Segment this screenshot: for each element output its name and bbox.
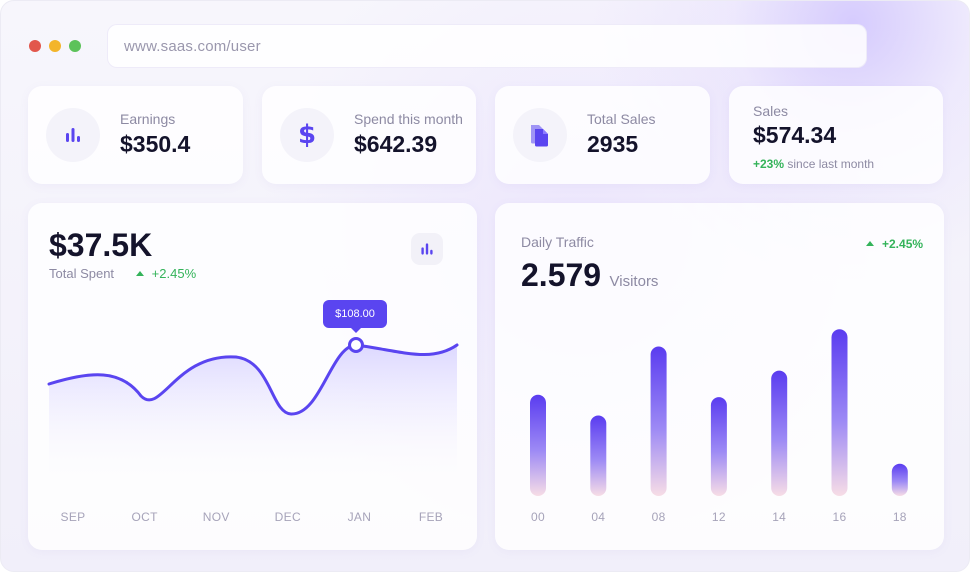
earnings-value: $350.4 (120, 131, 191, 157)
minimize-window-button[interactable] (49, 40, 61, 52)
daily-traffic-summary: 2.579 Visitors (521, 257, 658, 294)
bar-x-label-18: 18 (892, 510, 907, 524)
total-spent-label: Total Spent (49, 266, 115, 281)
bar-x-label-00: 00 (531, 510, 545, 524)
chart-tooltip: $108.00 (323, 300, 387, 333)
spend-icon-wrap: $ (280, 108, 334, 162)
chart-tooltip-value: $108.00 (335, 308, 375, 320)
daily-traffic-change: +2.45% (866, 237, 923, 251)
sales-label: Sales (753, 103, 789, 119)
total-sales-value: 2935 (587, 131, 639, 157)
spend-value: $642.39 (354, 131, 438, 157)
earnings-icon-wrap (46, 108, 100, 162)
sales-change-percent: +23% (753, 157, 785, 171)
daily-traffic-title: Daily Traffic (521, 234, 594, 250)
dollar-icon: $ (297, 120, 317, 150)
total-spent-value: $37.5K (49, 227, 153, 263)
total-sales-icon-wrap (513, 108, 567, 162)
up-arrow-icon (135, 271, 144, 276)
area-x-label-feb: FEB (418, 510, 444, 524)
close-window-button[interactable] (29, 40, 41, 52)
total-spent-change: +2.45% (135, 266, 197, 281)
bar-chart-icon (66, 128, 80, 142)
earnings-label: Earnings (120, 111, 176, 127)
bar-x-label-04: 04 (591, 510, 606, 524)
area-x-label-jan: JAN (347, 510, 372, 524)
address-bar[interactable]: www.saas.com/user (107, 24, 867, 68)
document-icon (531, 125, 548, 147)
area-x-label-nov: NOV (202, 510, 230, 524)
window-controls (29, 40, 81, 52)
maximize-window-button[interactable] (69, 40, 81, 52)
daily-traffic-unit: Visitors (609, 273, 659, 290)
daily-traffic-card (495, 203, 944, 550)
sales-change: +23% since last month (753, 157, 874, 171)
sales-change-suffix: since last month (787, 157, 875, 171)
bar-x-label-12: 12 (711, 510, 726, 524)
total-spent-subline: Total Spent +2.45% (49, 266, 196, 281)
chart-options-button[interactable] (411, 233, 443, 265)
spend-card: $ Spend this month $642.39 (262, 86, 476, 184)
bar-chart-icon (421, 243, 433, 255)
daily-traffic-value: 2.579 (521, 257, 602, 293)
area-x-label-sep: SEP (60, 510, 86, 524)
spend-label: Spend this month (354, 111, 463, 127)
sales-value: $574.34 (753, 122, 837, 148)
earnings-card: Earnings $350.4 (28, 86, 243, 184)
bar-x-label-16: 16 (832, 510, 847, 524)
sales-card: Sales $574.34 +23% since last month (729, 86, 943, 184)
daily-traffic-change-value: +2.45% (882, 237, 924, 251)
bar-x-label-08: 08 (651, 510, 666, 524)
address-bar-url: www.saas.com/user (124, 37, 261, 55)
total-sales-label: Total Sales (587, 111, 656, 127)
area-x-label-oct: OCT (131, 510, 158, 524)
area-x-label-dec: DEC (274, 510, 301, 524)
total-spent-change-value: +2.45% (151, 266, 197, 281)
bar-x-label-14: 14 (772, 510, 787, 524)
total-sales-card: Total Sales 2935 (495, 86, 710, 184)
up-arrow-icon (866, 241, 874, 246)
